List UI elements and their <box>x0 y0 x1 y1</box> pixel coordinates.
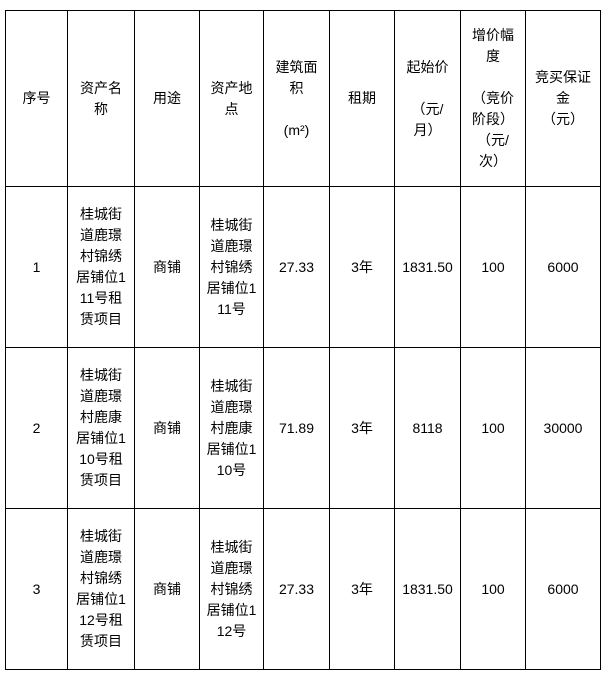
cell-start-price: 1831.50 <box>394 186 461 348</box>
cell-term: 3年 <box>329 508 395 670</box>
cell-term: 3年 <box>329 186 395 348</box>
header-deposit: 竞买保证 金 （元） <box>525 10 601 187</box>
cell-deposit: 6000 <box>525 186 601 348</box>
header-location: 资产地 点 <box>199 10 264 187</box>
header-start-price: 起始价 （元/ 月） <box>394 10 461 187</box>
cell-term: 3年 <box>329 347 395 509</box>
cell-index: 2 <box>5 347 68 509</box>
cell-start-price: 1831.50 <box>394 508 461 670</box>
header-usage: 用途 <box>134 10 200 187</box>
cell-increment: 100 <box>460 186 526 348</box>
asset-auction-table: 序号 资产名 称 用途 资产地 点 建筑面 积 (m²) 租期 起始价 （元/ … <box>5 10 601 670</box>
cell-start-price: 8118 <box>394 347 461 509</box>
cell-deposit: 6000 <box>525 508 601 670</box>
cell-area: 27.33 <box>263 508 330 670</box>
cell-area: 27.33 <box>263 186 330 348</box>
header-term: 租期 <box>329 10 395 187</box>
page-content: 序号 资产名 称 用途 资产地 点 建筑面 积 (m²) 租期 起始价 （元/ … <box>5 10 601 670</box>
cell-usage: 商铺 <box>134 508 200 670</box>
header-asset-name: 资产名 称 <box>67 10 135 187</box>
cell-location: 桂城街 道鹿璟 村锦绣 居铺位1 12号 <box>199 508 264 670</box>
table-row: 3 桂城街 道鹿璟 村锦绣 居铺位1 12号租 赁项目 商铺 桂城街 道鹿璟 村… <box>5 508 601 670</box>
cell-asset-name: 桂城街 道鹿璟 村锦绣 居铺位1 11号租 赁项目 <box>67 186 135 348</box>
header-area: 建筑面 积 (m²) <box>263 10 330 187</box>
header-row: 序号 资产名 称 用途 资产地 点 建筑面 积 (m²) 租期 起始价 （元/ … <box>5 10 601 187</box>
cell-deposit: 30000 <box>525 347 601 509</box>
cell-index: 3 <box>5 508 68 670</box>
cell-location: 桂城街 道鹿璟 村鹿康 居铺位1 10号 <box>199 347 264 509</box>
table-row: 2 桂城街 道鹿璟 村鹿康 居铺位1 10号租 赁项目 商铺 桂城街 道鹿璟 村… <box>5 347 601 509</box>
cell-location: 桂城街 道鹿璟 村锦绣 居铺位1 11号 <box>199 186 264 348</box>
table-row: 1 桂城街 道鹿璟 村锦绣 居铺位1 11号租 赁项目 商铺 桂城街 道鹿璟 村… <box>5 186 601 348</box>
cell-asset-name: 桂城街 道鹿璟 村锦绣 居铺位1 12号租 赁项目 <box>67 508 135 670</box>
cell-asset-name: 桂城街 道鹿璟 村鹿康 居铺位1 10号租 赁项目 <box>67 347 135 509</box>
header-index: 序号 <box>5 10 68 187</box>
cell-increment: 100 <box>460 508 526 670</box>
cell-area: 71.89 <box>263 347 330 509</box>
header-increment: 增价幅 度 （竞价 阶段） （元/ 次） <box>460 10 526 187</box>
cell-usage: 商铺 <box>134 186 200 348</box>
cell-increment: 100 <box>460 347 526 509</box>
cell-index: 1 <box>5 186 68 348</box>
cell-usage: 商铺 <box>134 347 200 509</box>
